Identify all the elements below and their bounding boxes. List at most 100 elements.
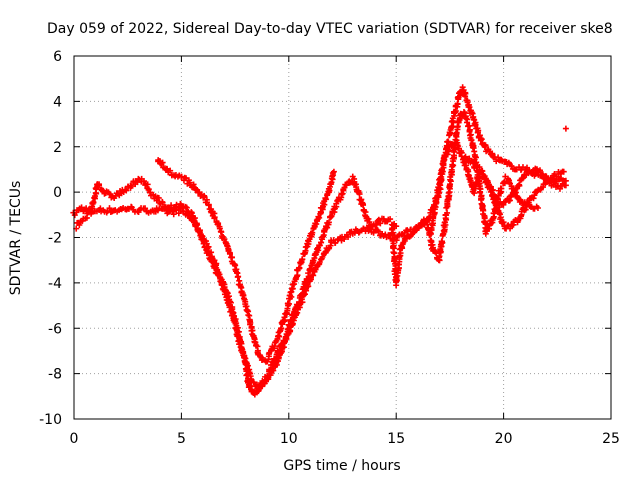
data-point [325,219,332,226]
data-point [462,93,469,100]
x-tick-label: 20 [495,431,513,447]
data-point [284,307,291,314]
data-point [439,238,446,245]
data-point [482,230,489,237]
data-point [562,125,569,132]
data-point [466,176,473,183]
data-point [356,191,363,198]
data-point [375,216,382,223]
data-point [270,367,277,374]
data-point [147,189,154,196]
data-point [534,205,541,212]
x-tick-label: 5 [177,431,186,447]
data-point [470,160,477,167]
data-point [453,129,460,136]
data-point [168,202,175,209]
data-point [438,166,445,173]
series-outlier [562,125,569,132]
data-point [476,132,483,139]
data-point [76,222,83,229]
data-point [507,225,514,232]
series-track-f [461,153,569,211]
tick-layer: 0 5 10 15 20 25 -10 -8 -6 -4 -2 0 2 4 6 [39,49,620,447]
data-point [167,167,174,174]
data-point [211,214,218,221]
x-axis-label: GPS time / hours [283,458,400,474]
data-point [449,161,456,168]
data-point [377,220,384,227]
x-tick-label: 0 [70,431,79,447]
data-point [340,187,347,194]
data-point [191,215,198,222]
data-point [333,203,340,210]
data-point [506,197,513,204]
data-point [305,270,312,277]
data-point [393,223,400,230]
data-point [489,186,496,193]
data-point [423,219,430,226]
data-point [286,322,293,329]
data-point [261,380,268,387]
data-point [322,196,329,203]
data-point [462,153,469,160]
y-tick-label: 2 [53,140,62,156]
data-point [190,181,197,188]
y-tick-label: -2 [48,231,62,247]
series-track-d [388,109,541,289]
y-tick-label: -10 [39,412,62,428]
data-point [393,276,400,283]
data-point [106,205,113,212]
data-point [498,185,505,192]
data-point [221,236,228,243]
data-point [445,190,452,196]
data-layer [70,84,569,398]
data-point [375,228,382,235]
data-point [241,352,248,359]
y-tick-label: 4 [53,94,62,110]
data-point [96,182,103,189]
data-point [365,215,372,222]
data-point [175,210,182,217]
data-point [516,181,523,188]
data-point [330,168,337,175]
y-axis-label: SDTVAR / TECUs [8,181,24,296]
data-point [444,209,451,216]
data-point [290,310,297,317]
data-point [560,168,567,175]
y-tick-label: 0 [53,185,62,201]
data-point [212,264,219,271]
data-point [318,239,325,246]
data-point [436,253,443,260]
data-point [242,355,249,362]
data-point [487,183,494,190]
data-point [298,291,305,298]
data-point [218,228,225,235]
data-point [432,203,439,210]
data-point [345,233,352,240]
data-point [296,265,303,272]
data-point [309,229,316,236]
data-point [184,208,191,215]
data-point [361,207,368,214]
data-point [240,295,247,302]
x-tick-label: 10 [280,431,298,447]
data-point [123,187,130,194]
data-point [299,256,306,263]
data-point [247,319,254,326]
data-point [445,146,452,153]
data-point [315,247,322,254]
data-point [159,199,166,206]
y-tick-label: -6 [48,321,62,337]
x-tick-label: 25 [602,431,620,447]
data-point [436,175,443,182]
data-point [551,179,558,186]
data-point [562,182,569,189]
data-point [508,162,515,169]
y-tick-label: 6 [53,49,62,65]
data-point [234,273,241,280]
data-point [192,186,199,193]
data-point [216,225,223,232]
data-point [193,220,200,227]
data-point [205,202,212,209]
